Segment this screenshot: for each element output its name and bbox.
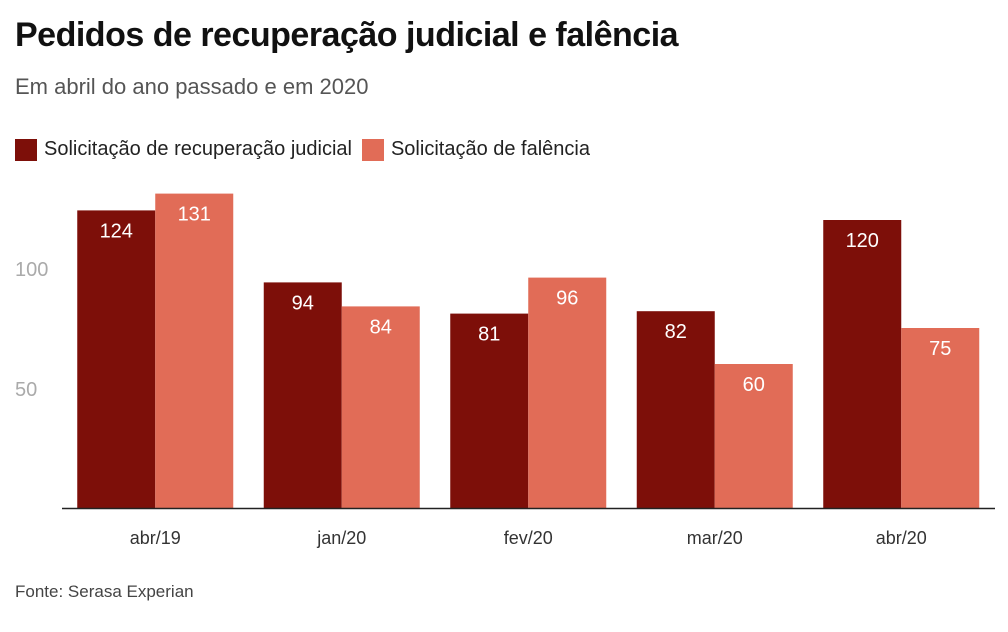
data-label: 120: [846, 230, 879, 252]
chart-title: Pedidos de recuperação judicial e falênc…: [15, 16, 679, 54]
x-tick-label: abr/19: [130, 528, 181, 548]
source-note: Fonte: Serasa Experian: [15, 582, 194, 601]
data-label: 94: [292, 292, 314, 314]
legend: Solicitação de recuperação judicial Soli…: [15, 138, 600, 161]
data-label: 60: [743, 374, 765, 396]
data-label: 81: [478, 324, 500, 346]
bar: [528, 277, 607, 508]
chart-subtitle: Em abril do ano passado e em 2020: [15, 74, 369, 99]
bar: [341, 306, 420, 508]
x-tick-label: jan/20: [316, 528, 366, 548]
y-tick-label: 100: [15, 259, 48, 281]
bar: [450, 313, 529, 508]
bar: [901, 328, 980, 508]
data-label: 131: [178, 204, 211, 226]
data-label: 124: [100, 220, 133, 242]
y-tick-label: 50: [15, 379, 37, 401]
x-tick-label: mar/20: [687, 528, 743, 548]
x-tick-label: abr/20: [876, 528, 927, 548]
legend-item-recuperacao: Solicitação de recuperação judicial: [15, 138, 352, 161]
x-tick-label: fev/20: [504, 528, 553, 548]
legend-item-falencia: Solicitação de falência: [361, 138, 590, 161]
legend-label: Solicitação de falência: [390, 138, 590, 160]
data-label: 96: [556, 288, 578, 310]
bar: [823, 220, 902, 508]
data-label: 75: [929, 338, 951, 360]
legend-label: Solicitação de recuperação judicial: [44, 138, 352, 160]
bar: [714, 364, 793, 508]
bar: [77, 210, 156, 508]
data-label: 84: [370, 316, 392, 338]
legend-swatch: [15, 138, 37, 161]
bar: [263, 282, 342, 508]
bar: [636, 311, 715, 508]
legend-swatch: [361, 138, 384, 161]
bar: [155, 193, 234, 508]
data-label: 82: [665, 321, 687, 343]
